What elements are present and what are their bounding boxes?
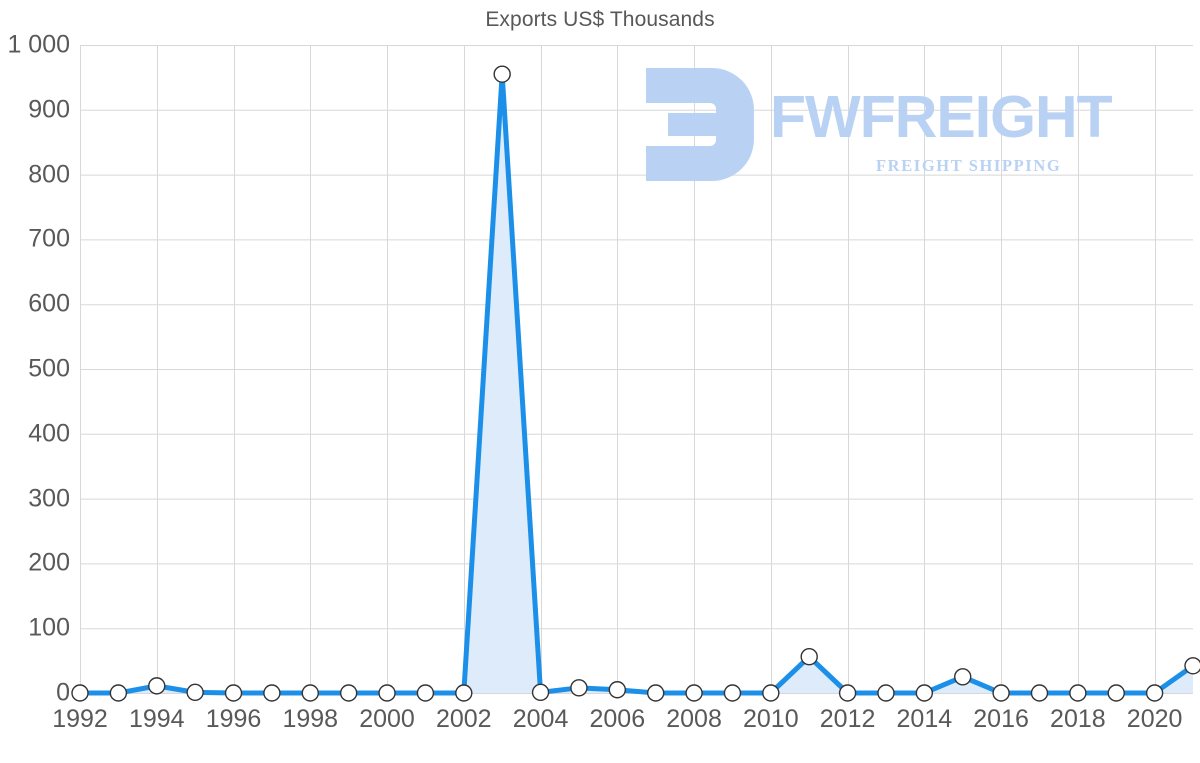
data-point-markers bbox=[71, 65, 1200, 702]
x-axis-tick-label: 1994 bbox=[128, 705, 185, 733]
y-axis-tick-label: 500 bbox=[28, 354, 70, 383]
data-point-marker[interactable] bbox=[493, 65, 511, 83]
data-point-marker[interactable] bbox=[685, 684, 703, 702]
data-point-marker[interactable] bbox=[186, 683, 204, 702]
series-area bbox=[80, 74, 1193, 693]
y-axis-tick-label: 900 bbox=[28, 95, 70, 124]
data-point-marker[interactable] bbox=[1069, 684, 1087, 702]
data-point-marker[interactable] bbox=[800, 648, 818, 666]
data-point-marker[interactable] bbox=[877, 684, 895, 702]
x-axis-tick-label: 2000 bbox=[359, 705, 415, 733]
data-point-marker[interactable] bbox=[570, 679, 588, 697]
y-axis-tick-label: 1 000 bbox=[7, 30, 70, 59]
data-point-marker[interactable] bbox=[1107, 684, 1125, 702]
data-point-marker[interactable] bbox=[954, 668, 972, 686]
data-point-marker[interactable] bbox=[148, 677, 166, 695]
y-axis-tick-label: 300 bbox=[28, 484, 70, 513]
data-point-marker[interactable] bbox=[531, 683, 550, 702]
data-point-marker[interactable] bbox=[224, 684, 243, 702]
area-fill-series bbox=[80, 74, 1193, 693]
data-point-marker[interactable] bbox=[1030, 684, 1049, 702]
series-line bbox=[77, 71, 1196, 696]
data-point-marker[interactable] bbox=[378, 684, 396, 702]
x-axis-tick-label: 2018 bbox=[1050, 705, 1106, 733]
data-point-marker[interactable] bbox=[455, 684, 473, 702]
x-axis-tick-label: 2010 bbox=[743, 705, 799, 733]
data-point-marker[interactable] bbox=[723, 684, 742, 702]
x-axis-tick-label: 2002 bbox=[435, 705, 492, 733]
grid-lines bbox=[80, 45, 1193, 694]
data-point-marker[interactable] bbox=[992, 684, 1010, 702]
x-axis-tick-label: 1998 bbox=[282, 705, 339, 733]
x-axis-tick-label: 2006 bbox=[589, 705, 646, 733]
x-axis-tick-label: 2014 bbox=[896, 705, 953, 733]
x-axis-tick-label: 2012 bbox=[819, 705, 876, 733]
data-point-marker[interactable] bbox=[339, 684, 358, 702]
y-axis-tick-label: 800 bbox=[28, 160, 70, 189]
data-point-marker[interactable] bbox=[71, 684, 89, 702]
data-point-marker[interactable] bbox=[915, 684, 934, 702]
data-point-marker[interactable] bbox=[301, 684, 319, 702]
data-point-marker[interactable] bbox=[416, 684, 435, 702]
data-point-marker[interactable] bbox=[608, 681, 627, 699]
y-axis-tick-label: 400 bbox=[28, 419, 70, 448]
y-axis-tick-label: 700 bbox=[28, 224, 70, 253]
data-point-marker[interactable] bbox=[838, 684, 857, 702]
x-axis-tick-label: 1992 bbox=[52, 705, 108, 733]
data-point-marker[interactable] bbox=[263, 684, 281, 702]
data-point-marker[interactable] bbox=[762, 684, 780, 702]
x-axis-tick-label: 2004 bbox=[512, 705, 569, 733]
y-axis-tick-label: 100 bbox=[28, 613, 70, 642]
data-point-marker[interactable] bbox=[1184, 657, 1200, 675]
y-axis-tick-label: 600 bbox=[28, 289, 70, 318]
x-axis-tick-label: 2008 bbox=[666, 705, 722, 733]
y-axis-tick-label: 0 bbox=[56, 678, 70, 707]
data-point-marker[interactable] bbox=[109, 684, 128, 702]
chart-title: Exports US$ Thousands bbox=[485, 8, 715, 31]
x-axis-tick-label: 2016 bbox=[973, 705, 1029, 733]
line-series bbox=[77, 71, 1196, 696]
data-point-marker[interactable] bbox=[1145, 684, 1164, 702]
x-axis-tick-label: 2020 bbox=[1126, 705, 1183, 733]
y-axis-tick-label: 200 bbox=[28, 548, 70, 577]
x-axis-tick-label: 1996 bbox=[205, 705, 262, 733]
data-point-marker[interactable] bbox=[646, 684, 665, 702]
